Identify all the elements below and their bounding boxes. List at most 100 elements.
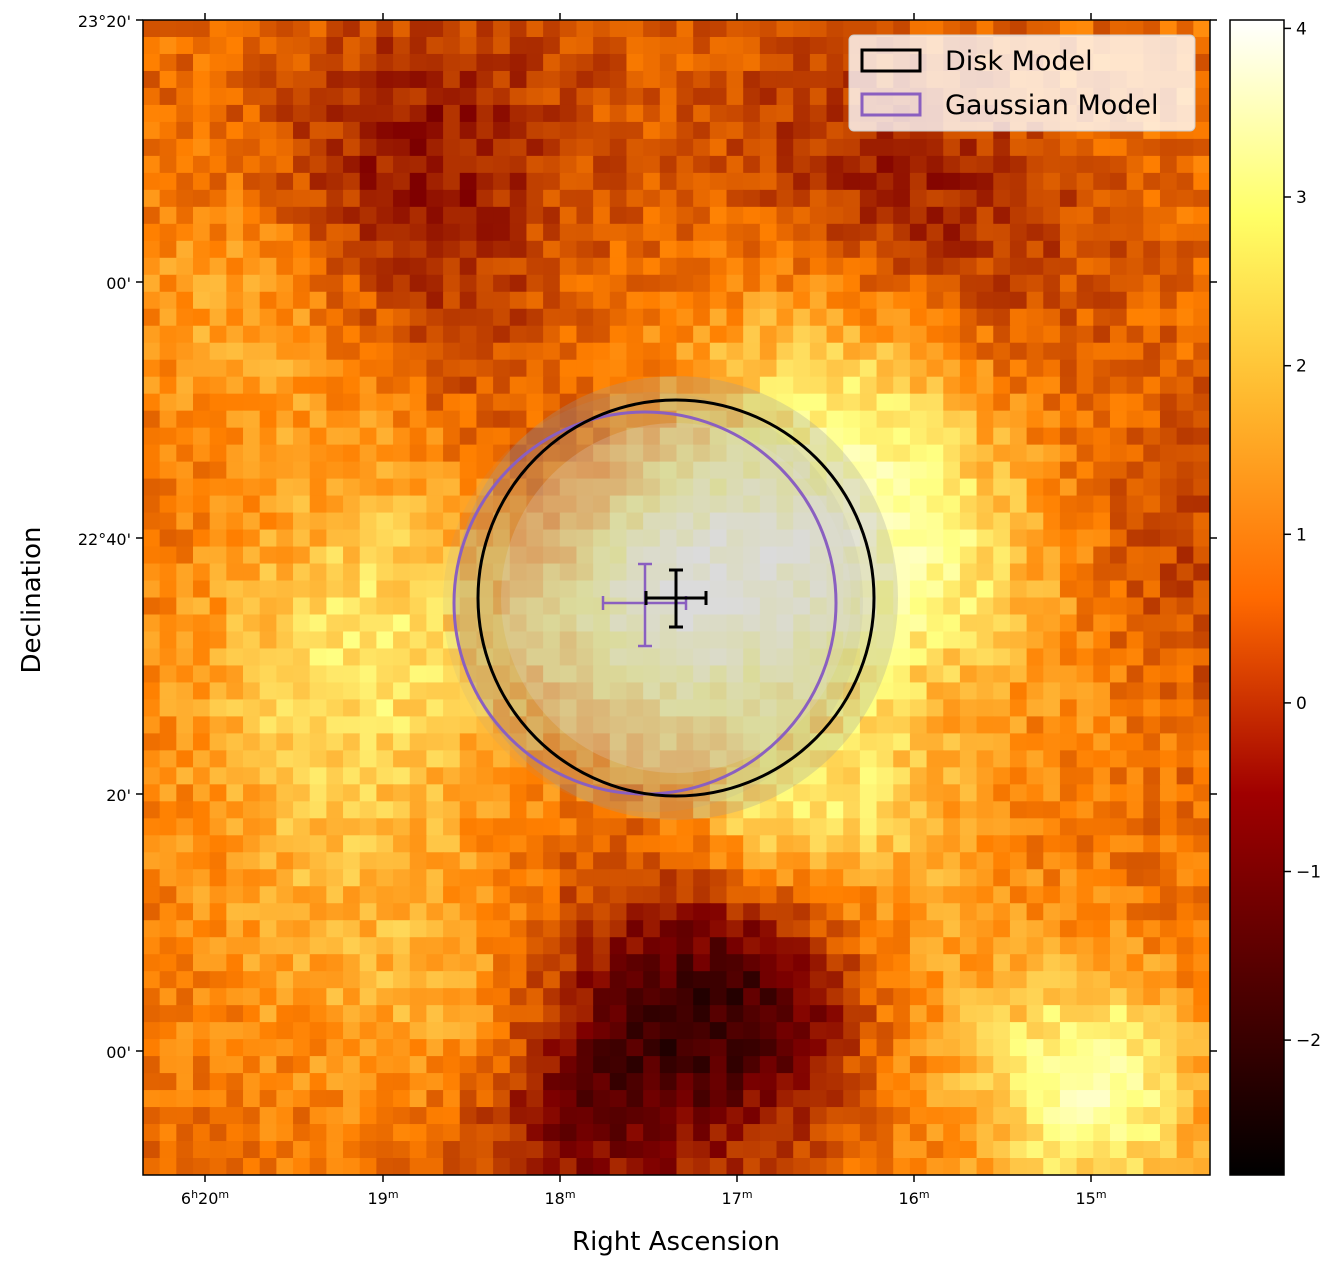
heatmap-cell	[576, 206, 594, 225]
heatmap-cell	[443, 835, 461, 853]
heatmap-cell	[276, 1022, 294, 1040]
heatmap-cell	[293, 648, 311, 667]
heatmap-cell	[226, 1090, 244, 1108]
heatmap-cell	[943, 1158, 961, 1175]
heatmap-cell	[593, 1158, 611, 1175]
heatmap-cell	[809, 240, 828, 259]
heatmap-cell	[893, 1022, 911, 1040]
heatmap-cell	[926, 1107, 944, 1125]
heatmap-cell	[593, 733, 611, 751]
heatmap-cell	[1093, 478, 1111, 497]
heatmap-cell	[1076, 410, 1094, 429]
heatmap-cell	[509, 750, 528, 768]
heatmap-cell	[793, 971, 811, 989]
heatmap-cell	[343, 70, 361, 89]
heatmap-cell	[426, 87, 444, 106]
heatmap-cell	[893, 376, 911, 395]
heatmap-cell	[176, 36, 194, 55]
heatmap-cell	[1109, 937, 1128, 955]
heatmap-cell	[843, 529, 861, 548]
heatmap-cell	[709, 495, 728, 514]
heatmap-cell	[759, 325, 778, 344]
heatmap-cell	[1143, 1073, 1161, 1091]
heatmap-cell	[509, 767, 528, 785]
heatmap-cell	[343, 87, 361, 106]
heatmap-cell	[826, 1090, 844, 1108]
heatmap-cell	[793, 784, 811, 802]
heatmap-cell	[1059, 206, 1078, 225]
heatmap-cell	[1143, 461, 1161, 480]
heatmap-cell	[1009, 682, 1028, 701]
heatmap-cell	[259, 240, 277, 259]
heatmap-cell	[243, 240, 261, 259]
heatmap-cell	[276, 920, 294, 938]
heatmap-cell	[409, 937, 428, 955]
heatmap-cell	[1043, 376, 1061, 395]
heatmap-cell	[176, 903, 194, 921]
heatmap-cell	[1176, 648, 1194, 667]
heatmap-cell	[943, 886, 961, 904]
heatmap-cell	[676, 699, 694, 717]
heatmap-cell	[459, 240, 478, 259]
heatmap-cell	[976, 665, 994, 684]
heatmap-cell	[793, 1056, 811, 1074]
heatmap-cell	[993, 376, 1011, 395]
heatmap-cell	[976, 376, 994, 395]
heatmap-cell	[509, 614, 528, 633]
heatmap-cell	[576, 784, 594, 802]
legend[interactable]: Disk Model Gaussian Model	[848, 34, 1196, 132]
heatmap-cell	[909, 580, 928, 599]
heatmap-cell	[1193, 308, 1210, 327]
heatmap-cell	[1193, 427, 1210, 446]
heatmap-cell	[493, 529, 511, 548]
heatmap-cell	[659, 393, 678, 412]
heatmap-cell	[409, 801, 428, 819]
heatmap-cell	[726, 121, 744, 140]
heatmap-cell	[743, 801, 761, 819]
heatmap-cell	[743, 665, 761, 684]
heatmap-cell	[509, 70, 528, 89]
heatmap-cell	[359, 155, 377, 174]
heatmap-cell	[626, 903, 644, 921]
heatmap-cell	[226, 937, 244, 955]
heatmap-cell	[1076, 189, 1094, 208]
heatmap-cell	[926, 750, 944, 768]
heatmap-cell	[1176, 580, 1194, 599]
heatmap-cell	[159, 869, 177, 887]
heatmap-cell	[926, 189, 944, 208]
heatmap-cell	[793, 342, 811, 361]
heatmap-cell	[176, 529, 194, 548]
heatmap-cell	[759, 597, 778, 616]
heatmap-cell	[409, 920, 428, 938]
heatmap-cell	[443, 1158, 461, 1175]
heatmap-cell	[693, 1158, 711, 1175]
heatmap-cell	[726, 1056, 744, 1074]
heatmap-cell	[509, 1141, 528, 1159]
heatmap-cell	[209, 563, 227, 582]
heatmap-cell	[943, 461, 961, 480]
heatmap-cell	[1193, 1022, 1210, 1040]
heatmap-cell	[193, 903, 211, 921]
heatmap-cell	[293, 988, 311, 1006]
heatmap-cell	[409, 682, 428, 701]
heatmap-cell	[909, 1005, 928, 1023]
heatmap-cell	[643, 1005, 661, 1023]
heatmap-cell	[893, 1141, 911, 1159]
heatmap-cell	[309, 20, 327, 38]
heatmap-cell	[376, 1022, 394, 1040]
heatmap-cell	[943, 223, 961, 242]
heatmap-cell	[976, 240, 994, 259]
heatmap-cell	[876, 546, 894, 565]
heatmap-cell	[1076, 325, 1094, 344]
heatmap-cell	[526, 206, 544, 225]
heatmap-cell	[576, 937, 594, 955]
heatmap-cell	[943, 512, 961, 531]
heatmap-cell	[759, 903, 778, 921]
heatmap-cell	[759, 359, 778, 378]
heatmap-cell	[509, 376, 528, 395]
heatmap-cell	[343, 206, 361, 225]
heatmap-cell	[1193, 597, 1210, 616]
heatmap-cell	[1126, 563, 1144, 582]
heatmap-cell	[576, 53, 594, 72]
heatmap-cell	[959, 1056, 978, 1074]
